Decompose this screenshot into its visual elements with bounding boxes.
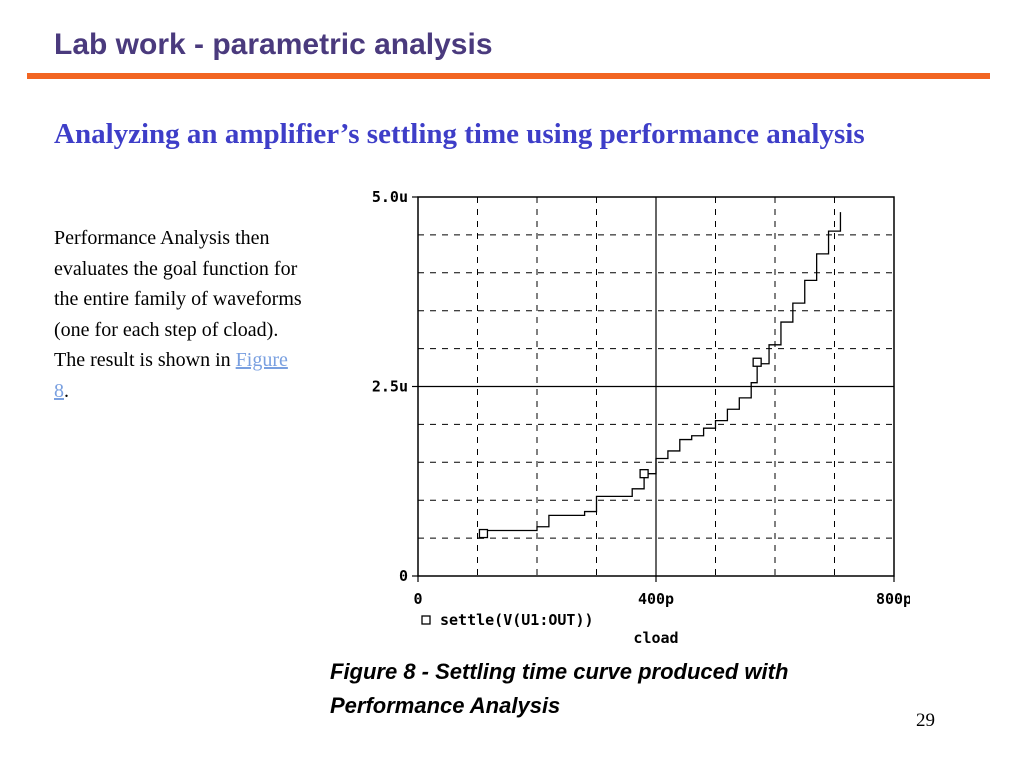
label-layer: settle(V(U1:OUT)) cload (421, 611, 679, 647)
body-text-end: . (64, 379, 69, 402)
x-axis-label: cload (633, 629, 678, 647)
title-rule (27, 73, 990, 79)
y-tick-label: 0 (399, 567, 408, 585)
x-tick-label: 400p (638, 590, 674, 608)
legend-marker (421, 615, 431, 625)
settling-time-chart: 0 400p 800p 0 2.5u 5.0u settle(V(U1:OUT)) cloa… (372, 188, 910, 647)
slide-subtitle: Analyzing an amplifier’s settling time u… (54, 118, 865, 150)
y-tick-label: 2.5u (372, 378, 408, 396)
series-layer (477, 212, 842, 539)
caption-line-2: Performance Analysis (330, 693, 561, 718)
figure-8-link[interactable]: Figure 8 (54, 349, 288, 402)
x-tick-label: 800p (876, 590, 910, 608)
tick-layer: 0 400p 800p 0 2.5u 5.0u (372, 188, 910, 608)
caption-line-1: Figure 8 - Settling time curve produced … (330, 659, 789, 684)
slide-title: Lab work - parametric analysis (54, 28, 493, 61)
x-tick-label: 0 (413, 590, 422, 608)
grid-layer (418, 197, 894, 576)
body-text: Performance Analysis then evaluates the … (54, 227, 302, 371)
series-marker (639, 469, 649, 479)
legend-label: settle(V(U1:OUT)) (440, 611, 594, 629)
body-paragraph: Performance Analysis then evaluates the … (54, 223, 304, 406)
y-tick-label: 5.0u (372, 188, 408, 206)
page-number: 29 (916, 710, 935, 731)
series-marker (478, 528, 489, 539)
series-marker (752, 357, 762, 367)
series-line (477, 212, 842, 539)
figure-caption: Figure 8 - Settling time curve produced … (330, 655, 788, 723)
